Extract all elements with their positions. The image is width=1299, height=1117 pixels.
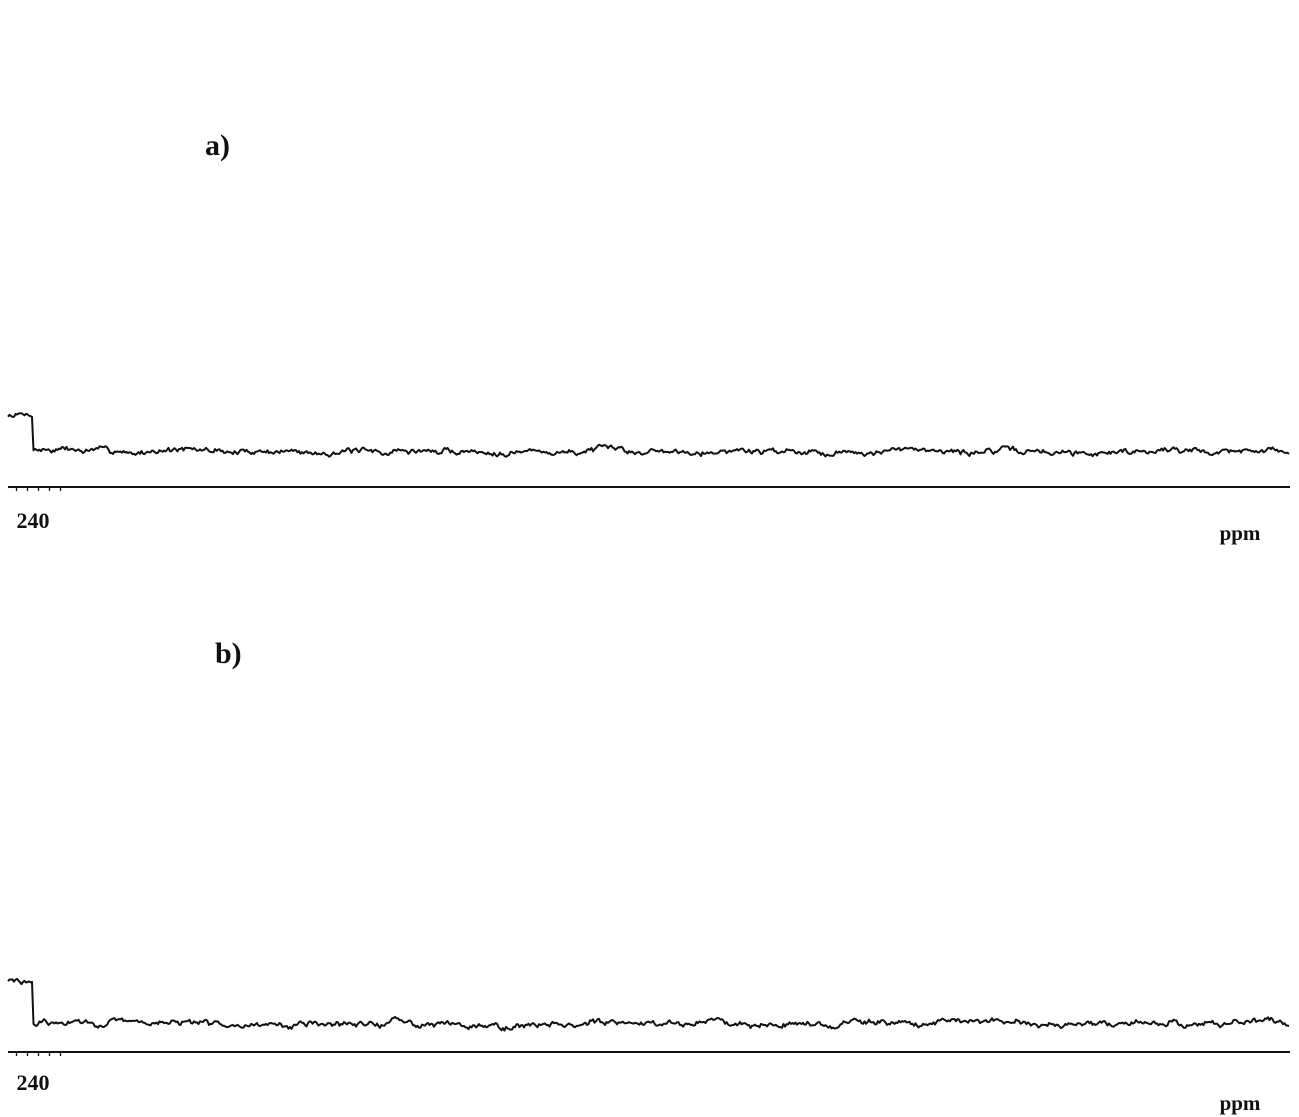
x-tick-label: 240	[17, 508, 50, 533]
panel-label: b)	[215, 637, 242, 670]
spectrum-trace	[7, 412, 1290, 458]
x-axis-unit: ppm	[1220, 521, 1261, 545]
spectrum-panel-b: 24022020018016014012010080604020ppmb)169…	[7, 637, 1290, 1115]
x-axis-unit: ppm	[1220, 1091, 1261, 1115]
x-tick-label: 240	[17, 1070, 50, 1095]
spectrum-panel-a: 24022020018016014012010080604020ppma)179…	[7, 129, 1290, 545]
spectrum-trace	[7, 977, 1290, 1032]
panel-label: a)	[205, 129, 230, 162]
